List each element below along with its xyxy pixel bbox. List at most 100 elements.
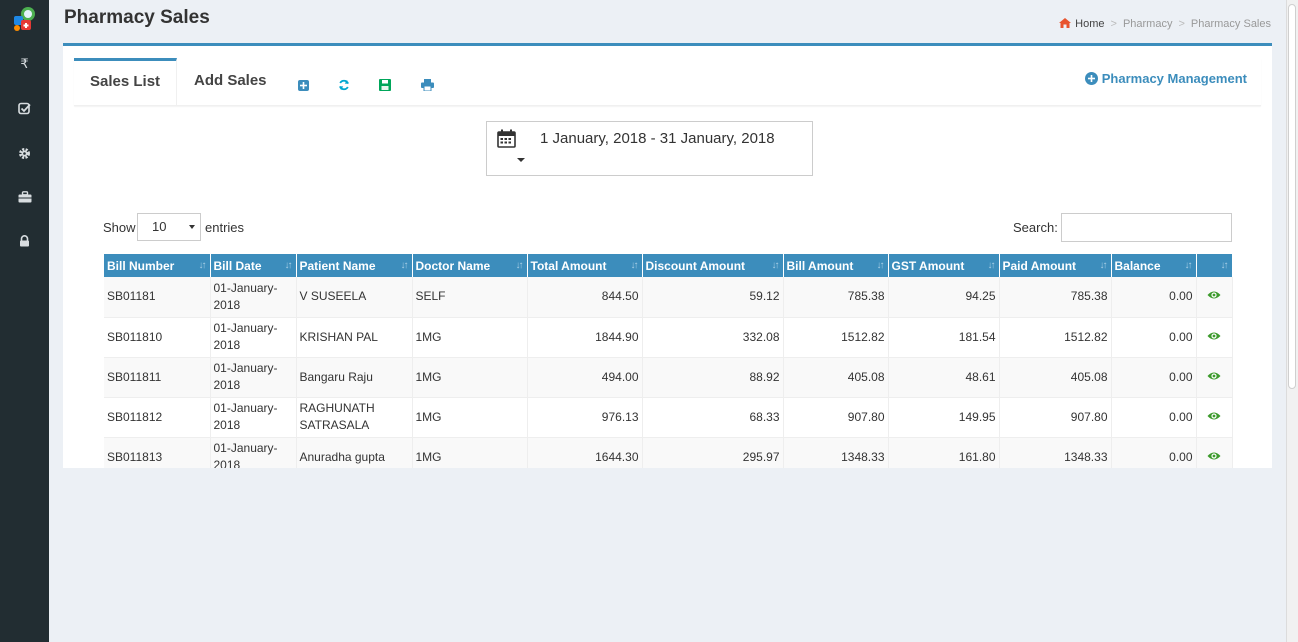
cell-bill-amount: 785.38 (783, 277, 889, 318)
column-header-patient-name[interactable]: Patient Name ↓↑ (296, 254, 413, 277)
cell-paid-amount: 785.38 (999, 277, 1112, 318)
sort-icon: ↓↑ (876, 260, 885, 271)
cell-patient-name: V SUSEELA (296, 277, 413, 318)
cell-action (1196, 277, 1233, 318)
sort-icon: ↓↑ (198, 260, 207, 271)
cell-discount-amount: 295.97 (642, 437, 784, 468)
cell-total-amount: 1644.30 (527, 437, 643, 468)
sort-icon: ↓↑ (515, 260, 524, 271)
sort-icon: ↓↑ (1099, 260, 1108, 271)
table-row: SB011813 01-January-2018 Anuradha gupta … (104, 437, 1233, 468)
cell-gst-amount: 94.25 (888, 277, 1000, 318)
rupee-icon[interactable]: ₹ (20, 56, 29, 71)
app-logo-icon[interactable] (11, 6, 37, 32)
lock-icon[interactable] (0, 229, 49, 251)
cell-bill-amount: 1348.33 (783, 437, 889, 468)
gear-icon[interactable] (0, 142, 49, 164)
cell-doctor-name: 1MG (412, 397, 528, 438)
cell-discount-amount: 59.12 (642, 277, 784, 318)
date-range-picker[interactable]: 1 January, 2018 - 31 January, 2018 (486, 121, 813, 176)
cell-action (1196, 437, 1233, 468)
add-icon[interactable] (298, 78, 312, 92)
column-header-label: Discount Amount (645, 258, 746, 273)
cell-balance: 0.00 (1111, 277, 1197, 318)
save-icon[interactable] (379, 78, 393, 92)
column-header-label: Doctor Name (415, 258, 491, 273)
page-title: Pharmacy Sales (64, 7, 210, 28)
cell-patient-name: Bangaru Raju (296, 357, 413, 398)
cell-discount-amount: 332.08 (642, 317, 784, 358)
sort-icon: ↓↑ (771, 260, 780, 271)
cell-total-amount: 844.50 (527, 277, 643, 318)
column-header-bill-amount[interactable]: Bill Amount ↓↑ (783, 254, 889, 277)
view-eye-icon[interactable] (1207, 370, 1221, 384)
cell-action (1196, 397, 1233, 438)
pharmacy-management-label: Pharmacy Management (1101, 71, 1247, 86)
cell-total-amount: 976.13 (527, 397, 643, 438)
column-header-total-amount[interactable]: Total Amount ↓↑ (527, 254, 643, 277)
cell-bill-date: 01-January-2018 (210, 277, 297, 318)
page-scrollbar[interactable] (1286, 0, 1298, 642)
cell-bill-amount: 1512.82 (783, 317, 889, 358)
view-eye-icon[interactable] (1207, 410, 1221, 424)
tab-add-sales[interactable]: Add Sales (194, 72, 267, 89)
column-header-action[interactable]: ↓↑ (1196, 254, 1233, 277)
cell-action (1196, 357, 1233, 398)
view-eye-icon[interactable] (1207, 450, 1221, 464)
sort-icon: ↓↑ (1220, 260, 1229, 271)
check-square-icon[interactable] (0, 97, 49, 119)
table-row: SB01181 01-January-2018 V SUSEELA SELF 8… (104, 277, 1233, 318)
column-header-label: Paid Amount (1002, 258, 1077, 273)
cell-bill-amount: 907.80 (783, 397, 889, 438)
cell-balance: 0.00 (1111, 437, 1197, 468)
search-input[interactable] (1061, 213, 1232, 242)
scrollbar-thumb[interactable] (1288, 4, 1296, 389)
column-header-bill-number[interactable]: Bill Number ↓↑ (104, 254, 211, 277)
cell-total-amount: 494.00 (527, 357, 643, 398)
sort-icon: ↓↑ (284, 260, 293, 271)
cell-paid-amount: 907.80 (999, 397, 1112, 438)
column-header-balance[interactable]: Balance ↓↑ (1111, 254, 1197, 277)
tab-sales-list[interactable]: Sales List (74, 58, 178, 106)
refresh-icon[interactable] (338, 78, 352, 92)
cell-balance: 0.00 (1111, 317, 1197, 358)
column-header-label: Total Amount (530, 258, 607, 273)
pharmacy-management-link[interactable]: Pharmacy Management (1084, 71, 1247, 86)
tab-bar: Sales List Add Sales Pharmacy Management (74, 58, 1261, 106)
column-header-label: Bill Amount (786, 258, 854, 273)
column-header-bill-date[interactable]: Bill Date ↓↑ (210, 254, 297, 277)
briefcase-icon[interactable] (0, 185, 49, 207)
sidebar: ₹ (0, 0, 49, 642)
page-length-select[interactable]: 10 (137, 213, 201, 241)
entries-label: entries (205, 220, 245, 235)
print-icon[interactable] (421, 78, 435, 92)
breadcrumb-pharmacy-link[interactable]: Pharmacy (1122, 18, 1173, 30)
sort-icon: ↓↑ (987, 260, 996, 271)
chevron-down-icon (517, 158, 525, 162)
column-header-label: Balance (1114, 258, 1161, 273)
cell-doctor-name: 1MG (412, 437, 528, 468)
cell-patient-name: RAGHUNATH SATRASALA (296, 397, 413, 438)
column-header-label: Bill Date (213, 258, 262, 273)
column-header-paid-amount[interactable]: Paid Amount ↓↑ (999, 254, 1112, 277)
cell-paid-amount: 405.08 (999, 357, 1112, 398)
cell-bill-number: SB011812 (104, 397, 211, 438)
breadcrumb-home-link[interactable]: Home (1075, 18, 1105, 30)
view-eye-icon[interactable] (1207, 330, 1221, 344)
home-icon (1059, 18, 1072, 31)
show-label: Show (103, 220, 136, 235)
cell-bill-number: SB011810 (104, 317, 211, 358)
table-row: SB011811 01-January-2018 Bangaru Raju 1M… (104, 357, 1233, 398)
view-eye-icon[interactable] (1207, 289, 1221, 303)
breadcrumb-current: Pharmacy Sales (1190, 18, 1271, 30)
column-header-doctor-name[interactable]: Doctor Name ↓↑ (412, 254, 528, 277)
breadcrumb-separator: > (1178, 18, 1185, 30)
cell-doctor-name: 1MG (412, 317, 528, 358)
cell-paid-amount: 1512.82 (999, 317, 1112, 358)
cell-bill-amount: 405.08 (783, 357, 889, 398)
column-header-label: GST Amount (891, 258, 965, 273)
cell-bill-date: 01-January-2018 (210, 397, 297, 438)
column-header-discount-amount[interactable]: Discount Amount ↓↑ (642, 254, 784, 277)
cell-total-amount: 1844.90 (527, 317, 643, 358)
column-header-gst-amount[interactable]: GST Amount ↓↑ (888, 254, 1000, 277)
